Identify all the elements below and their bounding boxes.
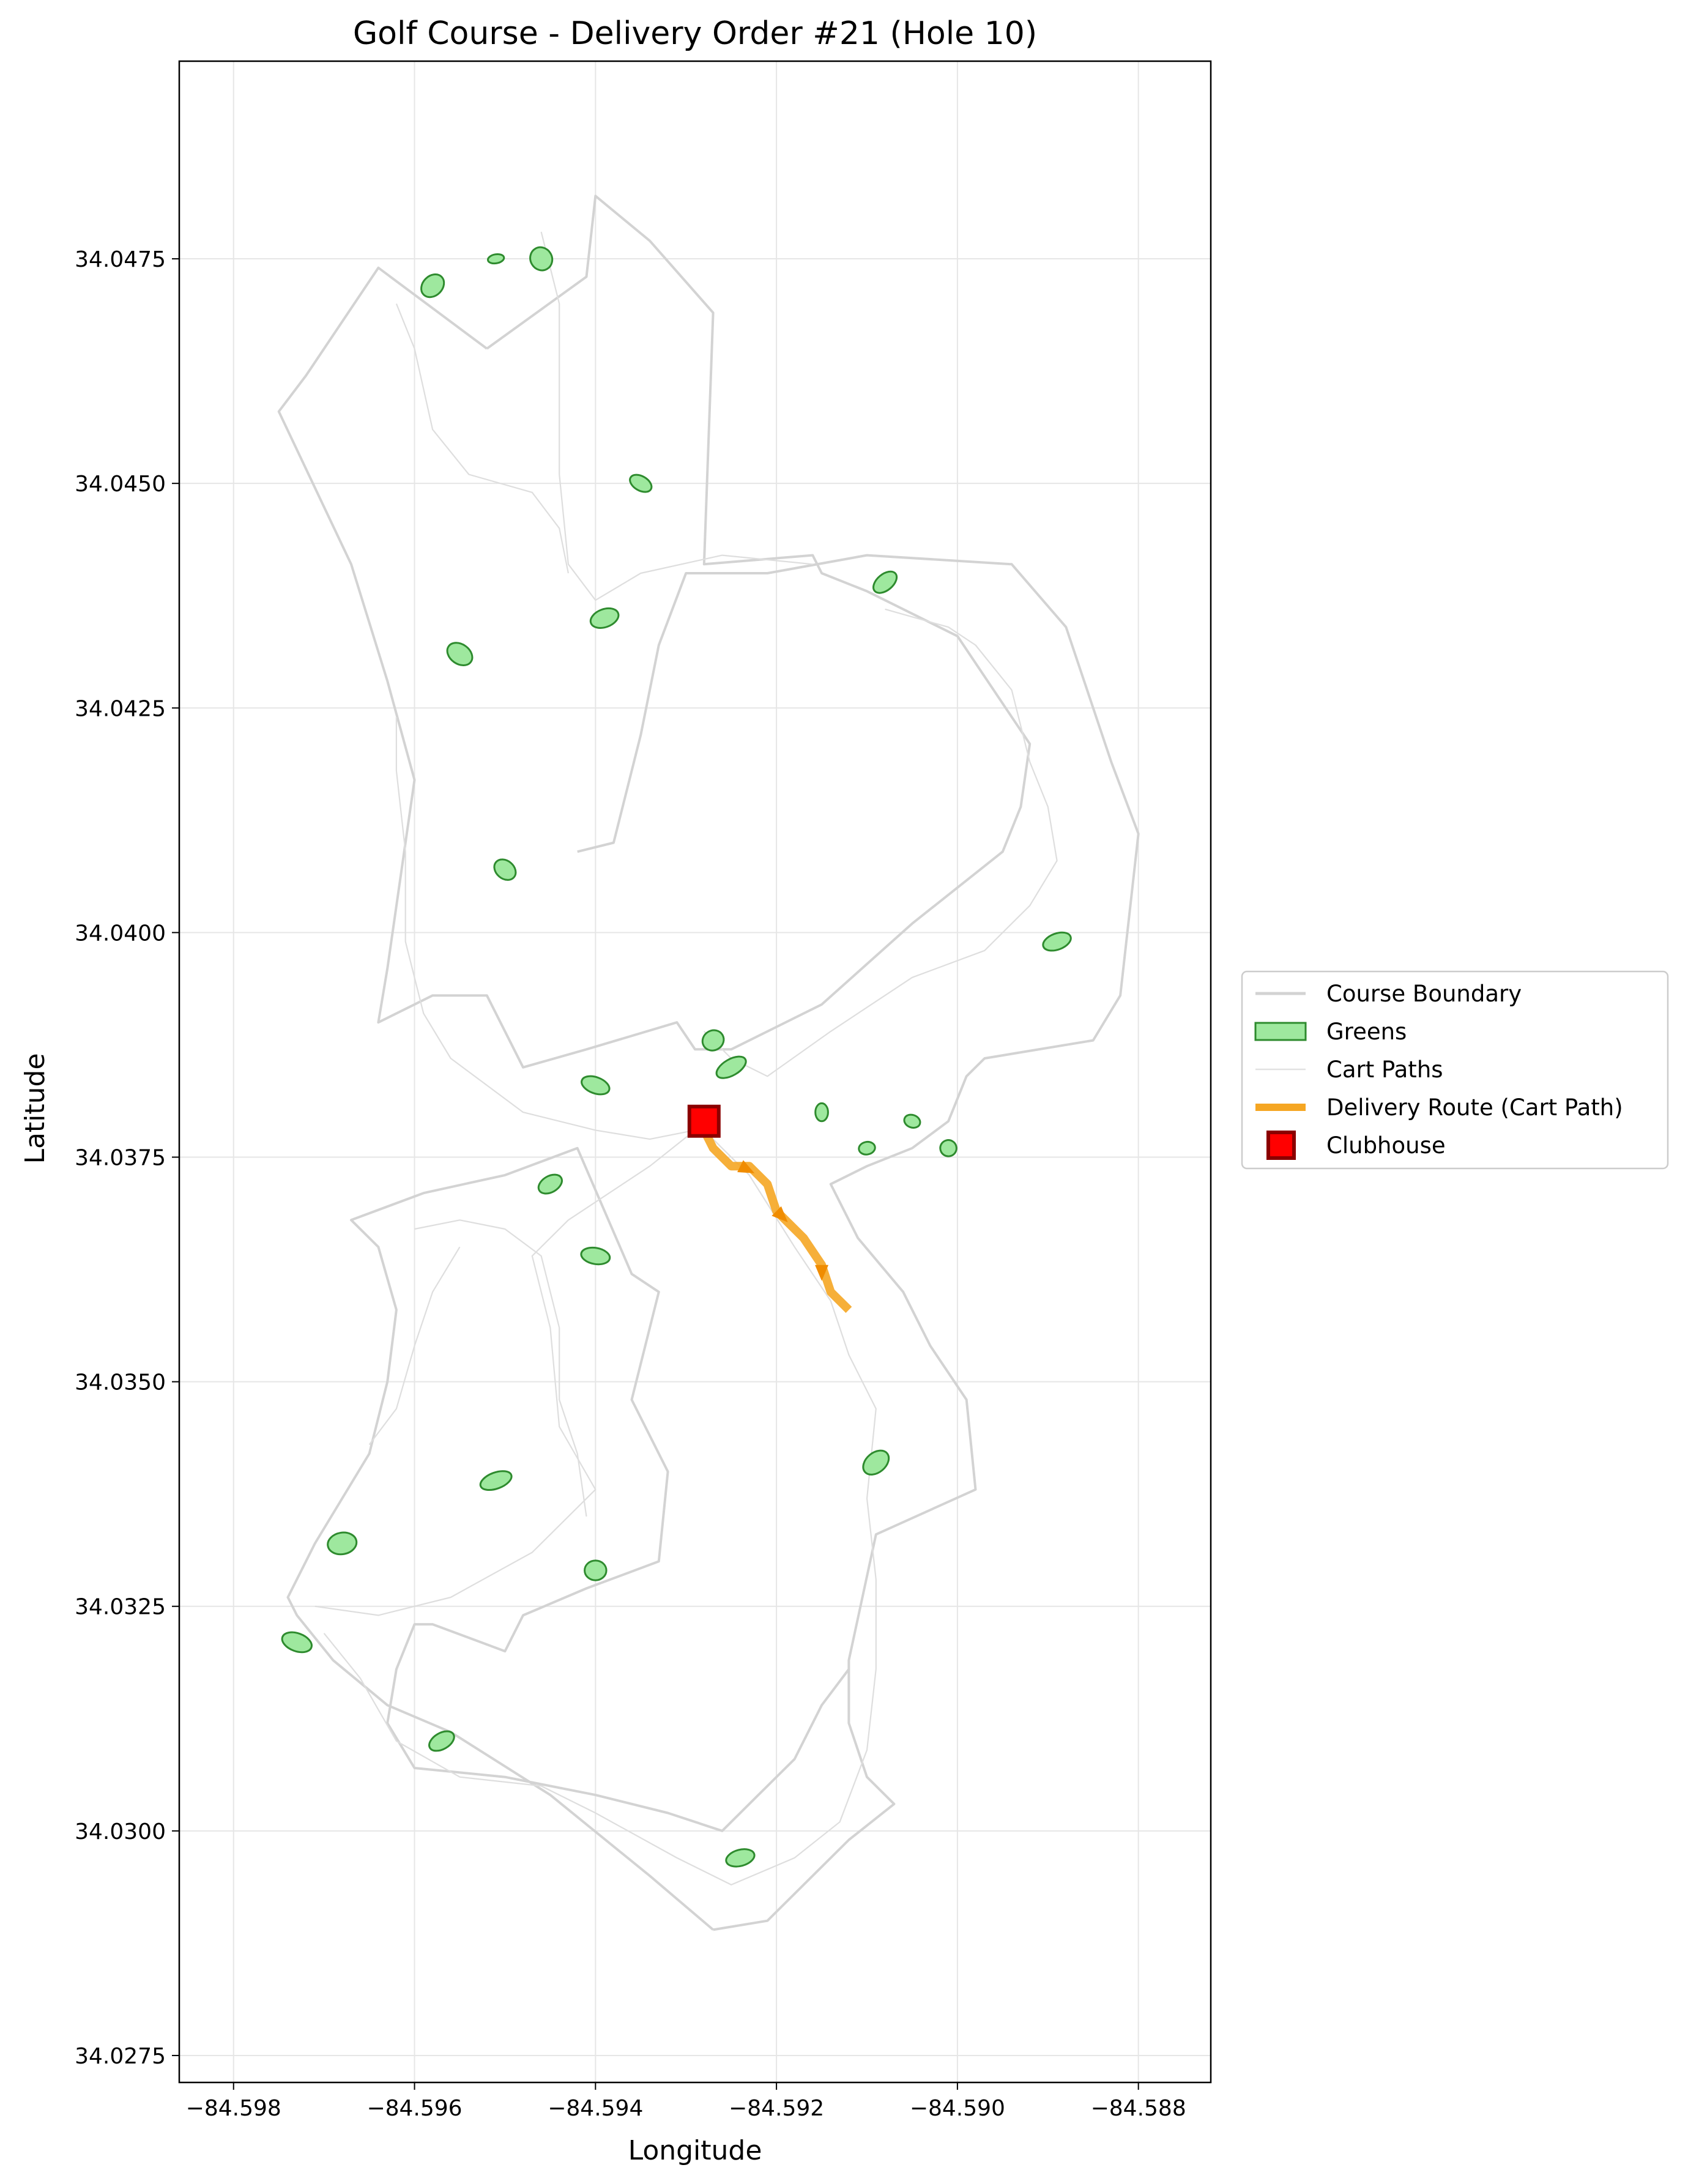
legend-frame (1241, 970, 1669, 1170)
green-patch (725, 1848, 756, 1868)
x-tick-label: −84.592 (729, 2096, 824, 2121)
y-tick-label: 34.0425 (75, 696, 166, 721)
cart-path-line (323, 1129, 877, 1885)
y-tick-label: 34.0275 (75, 2044, 166, 2069)
legend-label: Clubhouse (1326, 1132, 1446, 1159)
route-arrow (815, 1265, 829, 1281)
course-boundary-line (286, 1146, 850, 1931)
green-patch (486, 253, 505, 265)
x-axis-title: Longitude (628, 2135, 762, 2166)
cart-path-line (368, 1246, 461, 1446)
x-tick-label: −84.590 (910, 2096, 1005, 2121)
green-patch (903, 1113, 921, 1129)
y-axis: 34.0275 34.0300 34.0325 34.0350 34.0375 34.04… (75, 247, 179, 2069)
grid (179, 61, 1211, 2082)
green-patch (580, 1246, 611, 1266)
green-patch (629, 474, 653, 493)
green-patch (581, 1075, 611, 1096)
green-patch (327, 1531, 358, 1556)
route-arrow (771, 1206, 788, 1222)
green-patch (420, 273, 445, 299)
cart-paths-layer (314, 231, 1058, 1885)
y-tick-label: 34.0300 (75, 1819, 166, 1844)
y-tick-label: 34.0450 (75, 472, 166, 497)
x-tick-label: −84.596 (366, 2096, 462, 2121)
legend-label: Course Boundary (1326, 981, 1522, 1007)
green-patch (1042, 931, 1072, 952)
green-patch (479, 1470, 513, 1491)
green-patch (862, 1449, 890, 1476)
green-patch (939, 1139, 957, 1157)
cart-path-line (540, 231, 813, 601)
cart-path-line (395, 303, 569, 574)
x-tick-label: −84.594 (548, 2096, 643, 2121)
y-tick-label: 34.0375 (75, 1146, 166, 1171)
delivery-route-layer (700, 1128, 852, 1313)
cart-path-line (704, 608, 1058, 1077)
legend-label: Cart Paths (1326, 1057, 1443, 1083)
green-patch (446, 642, 474, 667)
green-patch (428, 1730, 455, 1752)
legend-label: Delivery Route (Cart Path) (1326, 1094, 1623, 1121)
chart-title: Golf Course - Delivery Order #21 (Hole 1… (353, 15, 1037, 52)
cart-path-line (414, 1219, 587, 1517)
y-tick-label: 34.0325 (75, 1595, 166, 1620)
clubhouse-layer (687, 1104, 721, 1138)
greens-layer (281, 246, 1072, 1868)
delivery-route-line (700, 1128, 852, 1313)
plot-frame (178, 60, 1212, 2084)
green-patch (529, 246, 554, 272)
cart-path-line (314, 717, 696, 1616)
x-tick-label: −84.598 (186, 2096, 281, 2121)
green-patch (537, 1173, 563, 1195)
x-axis: −84.598 −84.596 −84.594 −84.592 −84.590 −84.5… (186, 2082, 1186, 2121)
x-tick-label: −84.588 (1091, 2096, 1186, 2121)
green-patch (281, 1631, 313, 1654)
green-patch (715, 1055, 747, 1079)
green-patch (584, 1559, 608, 1581)
y-tick-label: 34.0400 (75, 921, 166, 946)
legend-swatch-patch (1254, 1022, 1307, 1041)
green-patch (493, 858, 517, 881)
green-patch (589, 607, 620, 629)
green-patch (814, 1102, 829, 1123)
green-patch (872, 570, 898, 594)
y-axis-title: Latitude (20, 1053, 51, 1164)
y-tick-label: 34.0350 (75, 1370, 166, 1395)
green-patch (858, 1140, 876, 1156)
legend-swatch-marker (1266, 1131, 1296, 1160)
legend-label: Greens (1326, 1019, 1407, 1045)
course-boundary-line (577, 554, 1140, 1931)
clubhouse-marker (687, 1104, 721, 1138)
legend: Course Boundary Greens Cart Paths Delivery … (1241, 970, 1669, 1170)
y-tick-label: 34.0475 (75, 247, 166, 272)
route-arrow (737, 1160, 755, 1173)
green-patch (701, 1029, 725, 1052)
